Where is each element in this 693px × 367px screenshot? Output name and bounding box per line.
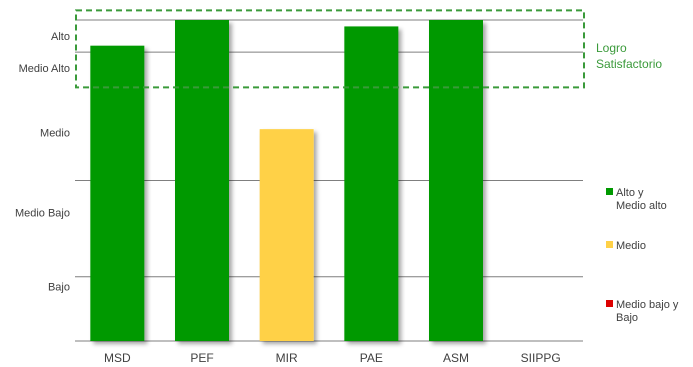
legend-label-1-0: Medio: [616, 240, 646, 252]
bar-pae: [344, 26, 399, 341]
legend-label-2-1: Bajo: [616, 312, 638, 324]
annotation-line-1: Satisfactorio: [596, 57, 662, 71]
bar-series: [90, 20, 483, 342]
y-label-medio-alto: Medio Alto: [19, 63, 70, 75]
y-label-bajo: Bajo: [48, 281, 70, 293]
x-label-msd: MSD: [104, 351, 131, 365]
bar-msd: [90, 45, 145, 342]
x-axis-labels: MSD PEF MIR PAE ASM SIIPPG: [104, 351, 561, 365]
gridlines: [75, 19, 583, 342]
bar-mir: [259, 129, 314, 341]
x-label-asm: ASM: [443, 351, 469, 365]
x-label-mir: MIR: [276, 351, 298, 365]
bar-asm: [429, 20, 483, 341]
legend-swatch-0: [606, 188, 613, 195]
y-label-medio-bajo: Medio Bajo: [15, 208, 70, 220]
legend-label-0-0: Alto y: [616, 187, 644, 199]
annotation-line-0: Logro: [596, 41, 627, 55]
y-axis-labels: Alto Medio Alto Medio Medio Bajo Bajo: [15, 31, 70, 293]
x-label-pef: PEF: [190, 351, 213, 365]
x-label-pae: PAE: [360, 351, 383, 365]
legend-swatch-2: [606, 300, 613, 307]
satisfactory-zone: Logro Satisfactorio: [75, 9, 662, 89]
legend-label-2-0: Medio bajo y: [616, 299, 679, 311]
bar-pef: [175, 20, 229, 341]
legend-swatch-1: [606, 241, 613, 248]
x-label-siippg: SIIPPG: [521, 351, 561, 365]
legend-label-0-1: Medio alto: [616, 200, 667, 212]
satisfactory-zone-box: [75, 9, 585, 89]
y-label-alto: Alto: [51, 31, 70, 43]
y-label-medio: Medio: [40, 127, 70, 139]
